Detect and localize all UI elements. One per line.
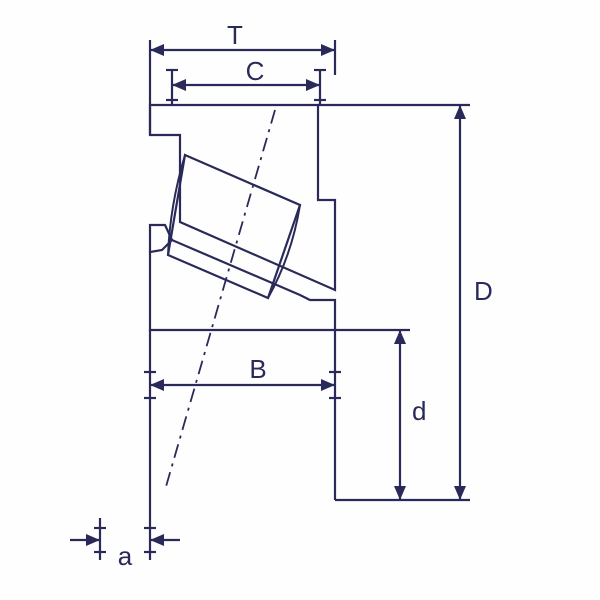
dim-B: B xyxy=(144,354,341,398)
label-D: D xyxy=(474,276,493,306)
label-T: T xyxy=(227,20,243,50)
dim-C: C xyxy=(166,56,326,105)
cone-outline xyxy=(150,240,335,330)
bearing-cross-section-diagram: T C B d D xyxy=(0,0,600,600)
dim-T: T xyxy=(150,20,335,105)
label-B: B xyxy=(249,354,266,384)
diagram-svg: T C B d D xyxy=(0,0,600,600)
label-C: C xyxy=(246,56,265,86)
label-a: a xyxy=(118,541,133,571)
dim-d: d xyxy=(335,330,470,500)
dim-D: D xyxy=(318,105,493,500)
dim-a: a xyxy=(70,500,180,571)
label-d: d xyxy=(412,396,426,426)
